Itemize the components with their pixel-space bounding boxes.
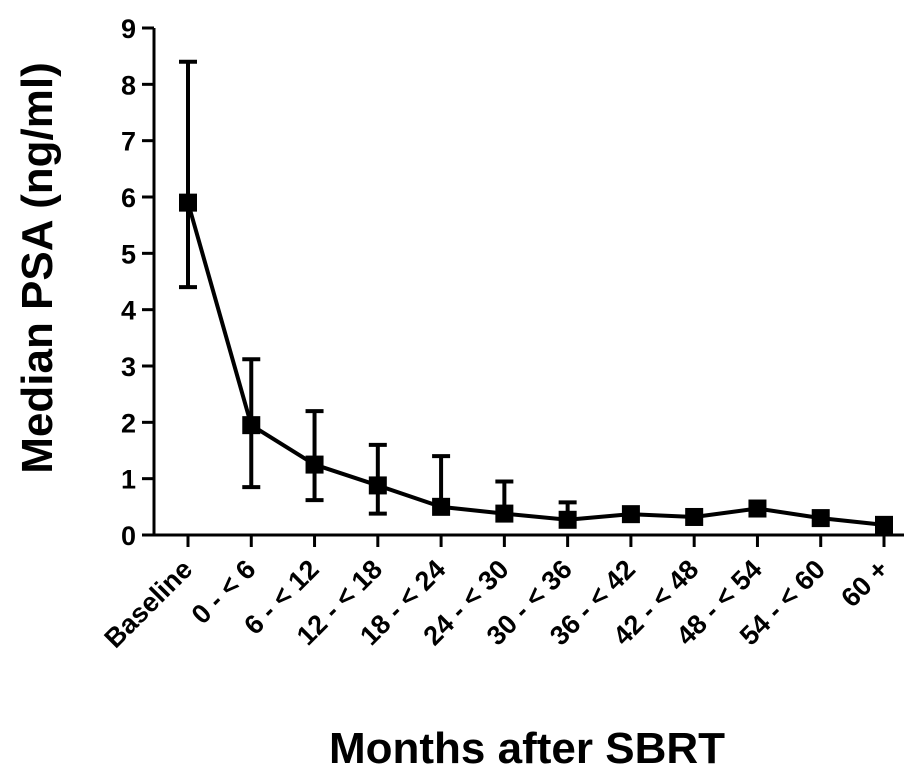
x-tick-label: Baseline [98,554,198,654]
data-point-marker [685,507,704,526]
y-tick-label: 2 [121,408,136,438]
data-point-marker [748,499,767,518]
x-axis-title: Months after SBRT [329,724,725,767]
error-bars [179,59,577,520]
y-tick-label: 3 [121,352,136,382]
data-point-marker [179,193,197,212]
y-tick-label: 8 [121,70,136,100]
data-markers [179,193,893,534]
data-point-marker [432,497,451,516]
y-axis: 0 1 2 3 4 5 6 7 8 9 [121,14,156,551]
data-point-marker [875,515,893,534]
data-point-marker [242,416,261,435]
y-tick-label: 5 [121,239,136,269]
y-axis-title: Median PSA (ng/ml) [13,62,62,474]
series-line [186,202,885,527]
data-point-marker [558,510,577,529]
x-tick-label: 60 + [835,554,894,613]
series-polyline [186,202,885,527]
y-tick-label: 1 [121,465,136,495]
data-point-marker [811,509,830,528]
y-tick-label: 6 [121,183,136,213]
y-tick-label: 4 [121,296,136,326]
data-point-marker [495,504,514,523]
y-tick-label: 9 [121,14,136,44]
data-point-marker [621,505,640,524]
y-tick-label: 0 [121,521,136,551]
data-point-marker [305,455,324,474]
data-point-marker [368,476,387,495]
y-tick-label: 7 [121,127,136,157]
